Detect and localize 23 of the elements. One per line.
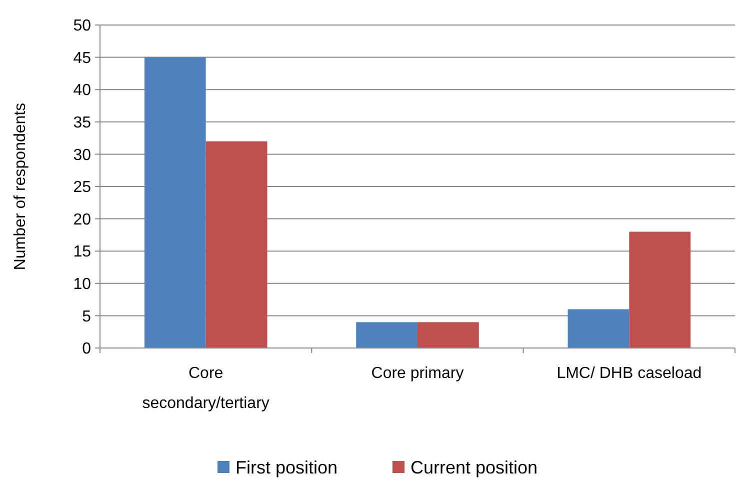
y-tick-label: 40 (73, 82, 92, 100)
y-tick-label: 15 (73, 244, 92, 261)
y-tick-label: 20 (73, 211, 92, 228)
x-tick-label: Core primary (371, 365, 464, 382)
bar (206, 141, 268, 348)
y-tick-label: 5 (82, 308, 92, 326)
bar (144, 57, 206, 348)
y-tick-label: 35 (73, 114, 92, 132)
legend-label: Current position (410, 457, 538, 478)
legend-label: First position (236, 457, 338, 478)
x-tick-label: Core secondary/tertiary (142, 365, 270, 412)
y-tick-label: 0 (82, 340, 92, 358)
y-axis-title: Number of respondents (12, 102, 29, 270)
x-tick-label: LMC/ DHB caseload (556, 365, 702, 382)
y-tick-label: 50 (73, 18, 92, 35)
y-tick-label: 25 (73, 179, 92, 196)
bar (568, 309, 630, 348)
bar (356, 322, 418, 348)
bar (418, 322, 479, 348)
y-tick-label: 10 (73, 276, 92, 293)
y-tick-label: 30 (73, 146, 92, 164)
bar (629, 232, 691, 348)
y-tick-label: 45 (73, 50, 92, 67)
